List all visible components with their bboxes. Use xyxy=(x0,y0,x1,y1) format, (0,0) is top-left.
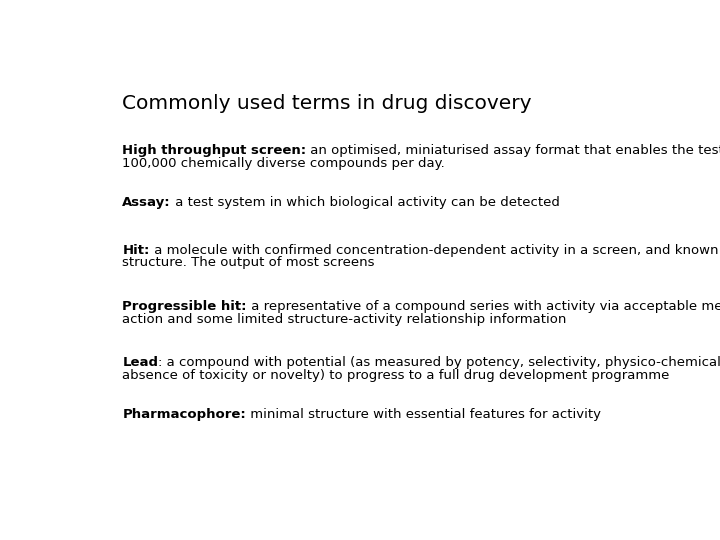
Text: an optimised, miniaturised assay format that enables the testing of >: an optimised, miniaturised assay format … xyxy=(307,144,720,157)
Text: a molecule with confirmed concentration-dependent activity in a screen, and know: a molecule with confirmed concentration-… xyxy=(150,244,720,256)
Text: structure. The output of most screens: structure. The output of most screens xyxy=(122,256,375,269)
Text: High throughput screen:: High throughput screen: xyxy=(122,144,307,157)
Text: absence of toxicity or novelty) to progress to a full drug development programme: absence of toxicity or novelty) to progr… xyxy=(122,369,670,382)
Text: Assay:: Assay: xyxy=(122,196,171,209)
Text: : a compound with potential (as measured by potency, selectivity, physico-chemic: : a compound with potential (as measured… xyxy=(158,356,720,369)
Text: 100,000 chemically diverse compounds per day.: 100,000 chemically diverse compounds per… xyxy=(122,157,445,170)
Text: minimal structure with essential features for activity: minimal structure with essential feature… xyxy=(246,408,601,421)
Text: a representative of a compound series with activity via acceptable mechanism of: a representative of a compound series wi… xyxy=(247,300,720,313)
Text: action and some limited structure-activity relationship information: action and some limited structure-activi… xyxy=(122,313,567,326)
Text: Lead: Lead xyxy=(122,356,158,369)
Text: Commonly used terms in drug discovery: Commonly used terms in drug discovery xyxy=(122,94,532,113)
Text: Pharmacophore:: Pharmacophore: xyxy=(122,408,246,421)
Text: a test system in which biological activity can be detected: a test system in which biological activi… xyxy=(171,196,560,209)
Text: Progressible hit:: Progressible hit: xyxy=(122,300,247,313)
Text: Hit:: Hit: xyxy=(122,244,150,256)
